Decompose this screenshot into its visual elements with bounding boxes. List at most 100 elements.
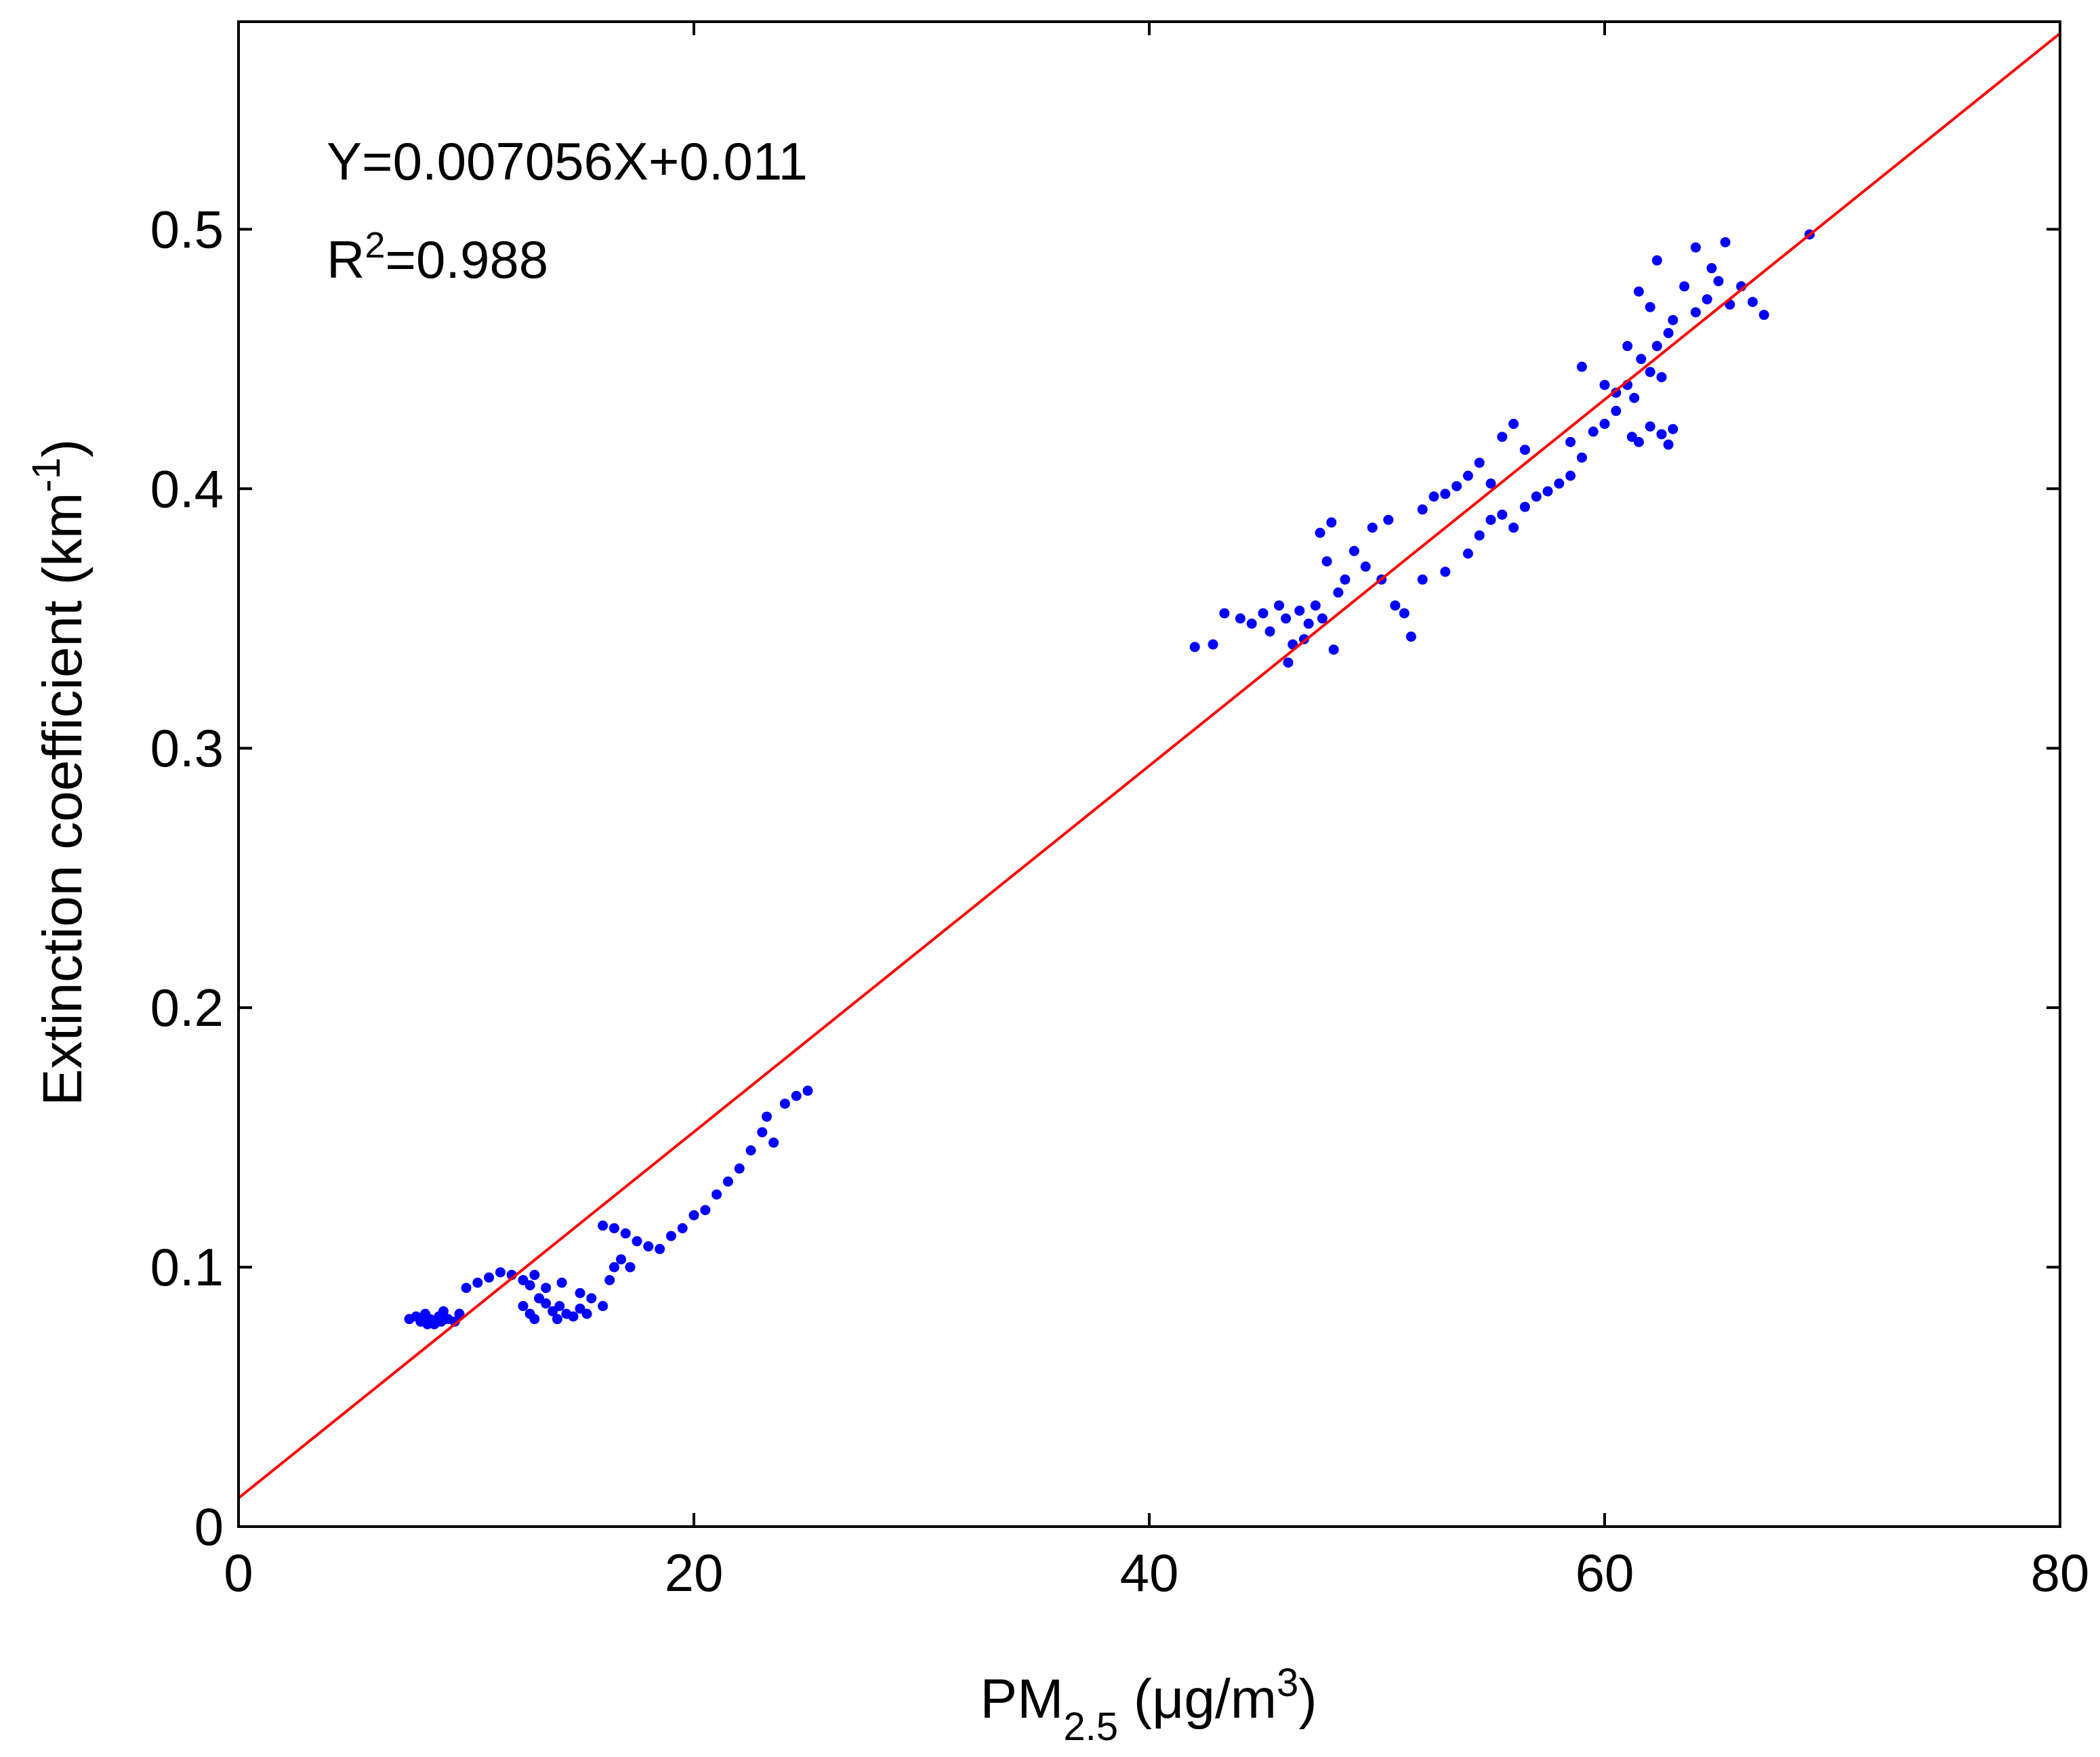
- data-point: [1235, 613, 1245, 624]
- data-point: [1399, 608, 1409, 619]
- data-point: [1485, 478, 1496, 489]
- data-point: [1315, 527, 1325, 538]
- data-point: [1417, 574, 1428, 585]
- data-point: [1629, 392, 1640, 403]
- r-squared-superscript: 2: [365, 225, 385, 266]
- data-point: [1462, 548, 1473, 559]
- data-point: [1417, 504, 1428, 515]
- data-point: [1246, 618, 1257, 629]
- y-tick-label: 0.3: [150, 718, 224, 778]
- data-point: [1405, 632, 1416, 642]
- x-label-unit-close: ): [1298, 1668, 1317, 1730]
- data-point: [1474, 457, 1485, 468]
- data-point: [1690, 242, 1701, 253]
- data-point: [1340, 574, 1351, 585]
- data-point: [677, 1223, 688, 1234]
- data-point: [1656, 372, 1667, 383]
- data-point: [1274, 600, 1285, 611]
- data-point: [1440, 566, 1451, 577]
- data-point: [1281, 613, 1292, 624]
- y-tick-label: 0: [194, 1497, 224, 1556]
- data-point: [1519, 445, 1530, 455]
- data-point: [779, 1098, 790, 1109]
- data-point: [568, 1311, 579, 1322]
- data-point: [1452, 480, 1462, 491]
- data-point: [1622, 341, 1633, 352]
- data-point: [615, 1254, 626, 1265]
- data-point: [1645, 367, 1655, 377]
- data-point: [620, 1228, 631, 1239]
- data-point: [575, 1287, 585, 1298]
- data-point: [1576, 452, 1587, 463]
- data-point: [768, 1137, 779, 1148]
- data-point: [1317, 613, 1327, 624]
- data-point: [1485, 514, 1496, 525]
- r-squared-value: =0.988: [385, 230, 548, 289]
- data-point: [541, 1298, 552, 1309]
- data-point: [422, 1319, 433, 1329]
- y-tick-label: 0.2: [150, 978, 224, 1037]
- data-point: [734, 1163, 745, 1174]
- axis-ticks: 0 20 40 60 80 0 0.1 0.2 0.3 0.4 0.5: [150, 22, 2089, 1603]
- data-point: [1747, 297, 1758, 308]
- data-point: [1294, 605, 1305, 616]
- data-point: [1651, 341, 1662, 352]
- data-point: [1668, 423, 1679, 434]
- data-point: [484, 1272, 495, 1283]
- data-point: [625, 1262, 636, 1273]
- data-point: [1611, 388, 1622, 398]
- data-point: [1663, 328, 1674, 339]
- data-point: [554, 1301, 565, 1312]
- data-point: [762, 1111, 773, 1122]
- regression-equation: Y=0.007056X+0.011: [327, 131, 808, 191]
- data-point: [1321, 556, 1332, 566]
- data-point: [1258, 608, 1269, 619]
- data-point: [1645, 421, 1655, 432]
- data-point: [1360, 561, 1371, 572]
- data-point: [552, 1314, 562, 1325]
- data-point: [1333, 587, 1344, 598]
- data-point: [700, 1205, 711, 1216]
- data-point: [1474, 530, 1485, 541]
- data-point: [1720, 236, 1731, 247]
- data-point: [791, 1090, 802, 1101]
- data-point: [609, 1262, 619, 1273]
- data-point: [1651, 255, 1662, 266]
- data-point: [438, 1306, 449, 1317]
- data-point: [1633, 286, 1644, 297]
- data-point: [1636, 354, 1647, 365]
- x-tick-label: 20: [665, 1543, 724, 1603]
- data-point: [461, 1283, 472, 1294]
- x-tick-label: 40: [1120, 1543, 1179, 1603]
- data-point: [581, 1308, 592, 1319]
- y-tick-label: 0.5: [150, 199, 224, 259]
- data-point: [1497, 432, 1508, 442]
- y-label-superscript: -1: [24, 457, 68, 493]
- data-point: [632, 1236, 642, 1247]
- data-point: [1328, 644, 1339, 655]
- data-point: [1519, 501, 1530, 512]
- data-point: [1303, 618, 1314, 629]
- data-point: [1383, 514, 1394, 525]
- data-point: [598, 1301, 609, 1312]
- x-tick-label: 60: [1576, 1543, 1634, 1603]
- data-point: [1599, 379, 1610, 390]
- data-point: [436, 1316, 447, 1327]
- data-point: [1663, 439, 1674, 450]
- data-point: [1611, 405, 1622, 416]
- data-point: [1283, 657, 1294, 668]
- data-point: [518, 1301, 529, 1312]
- data-point: [1690, 307, 1701, 318]
- data-point: [1208, 639, 1218, 650]
- data-point: [1326, 517, 1337, 528]
- regression-line-layer: [237, 32, 2061, 1500]
- x-axis-label: PM2.5 (μg/m3): [980, 1661, 1317, 1749]
- y-label-text: Extinction coefficient (km: [32, 493, 94, 1106]
- data-point: [1497, 510, 1508, 520]
- data-point: [1565, 470, 1576, 481]
- data-point: [529, 1270, 540, 1281]
- data-point: [556, 1277, 567, 1288]
- data-point: [1668, 314, 1679, 325]
- data-point: [1645, 302, 1655, 312]
